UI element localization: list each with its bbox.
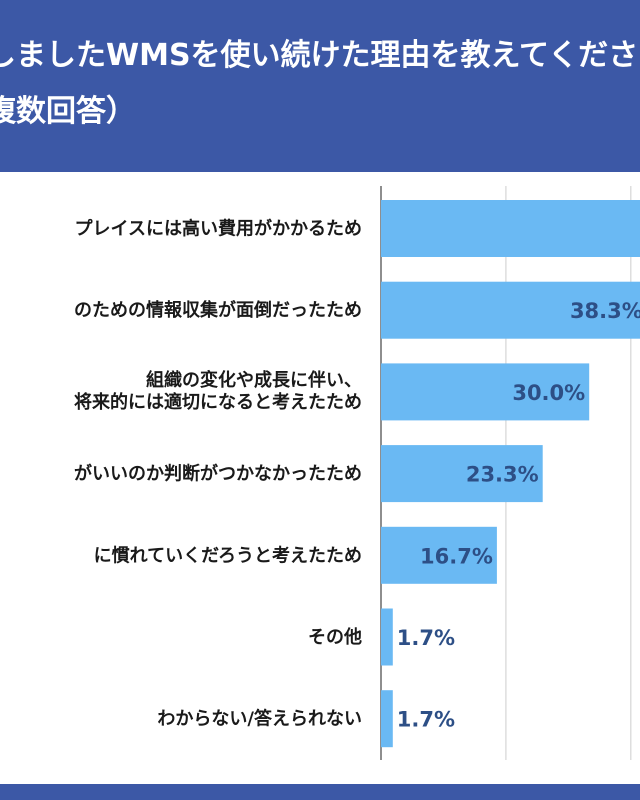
- bar: [381, 690, 393, 748]
- value-label: 30.0%: [512, 381, 585, 405]
- category-label: わからない/答えられない: [157, 708, 362, 730]
- bar: [381, 200, 640, 257]
- value-label: 38.3%: [570, 299, 640, 323]
- bar: [381, 526, 497, 584]
- bar: [381, 281, 640, 339]
- category-label: 組織の変化や成長に伴い、将来的には適切になると考えたため: [74, 369, 362, 413]
- value-label: 16.7%: [420, 544, 493, 568]
- category-label: プレイスには高い費用がかかるため: [75, 218, 362, 240]
- category-label: のための情報収集が面倒だったため: [74, 299, 362, 321]
- title-line-1: しましたWMSを使い続けた理由を教えてくださ: [0, 38, 639, 73]
- bar: [381, 445, 543, 503]
- category-label: に慣れていくだろうと考えたため: [94, 544, 362, 566]
- value-label: 1.7%: [397, 708, 455, 732]
- value-label: 1.7%: [397, 626, 455, 650]
- bar: [381, 363, 590, 421]
- category-label: その他: [308, 626, 362, 648]
- header-banner: しましたWMSを使い続けた理由を教えてくださ 複数回答）: [0, 0, 640, 172]
- category-label: がいいのか判断がつかなかったため: [74, 463, 362, 485]
- footer-band: [0, 784, 640, 800]
- bar: [381, 608, 393, 666]
- title-line-2: 複数回答）: [0, 94, 136, 129]
- value-label: 23.3%: [466, 463, 539, 487]
